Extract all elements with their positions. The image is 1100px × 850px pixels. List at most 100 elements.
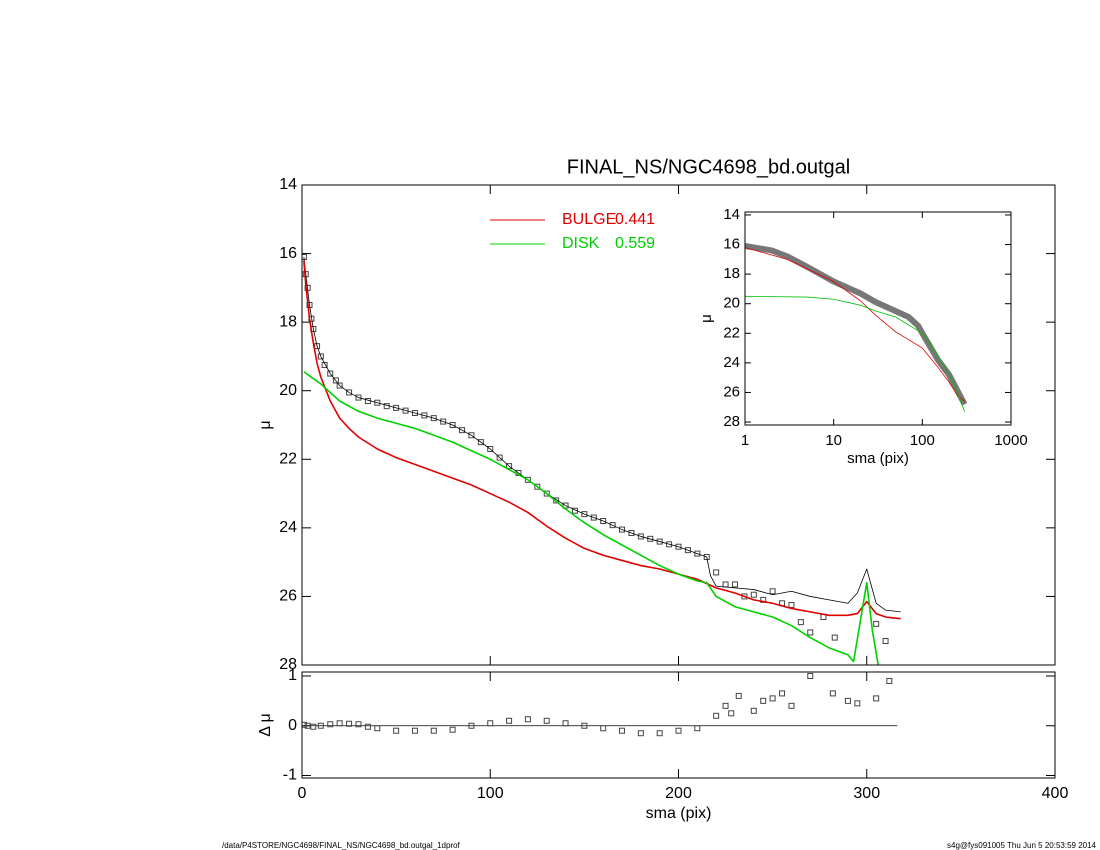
data-point	[656, 730, 663, 737]
data-point	[722, 581, 729, 588]
data-point	[656, 538, 663, 545]
y-tick-label: 20	[723, 295, 740, 312]
data-point	[393, 404, 400, 411]
data-point	[713, 569, 720, 576]
data-point	[581, 722, 588, 729]
data-point	[534, 483, 541, 490]
y-tick-label: 1	[288, 667, 297, 684]
plot-area	[745, 243, 968, 412]
data-point	[831, 634, 838, 641]
x-tick-label: 0	[298, 785, 307, 802]
y-tick-label: 0	[288, 717, 297, 734]
data-point	[506, 717, 513, 724]
data-point	[807, 672, 814, 679]
plot-area	[302, 254, 901, 665]
x-tick-label: 300	[853, 785, 880, 802]
series-line	[745, 247, 965, 402]
data-point	[524, 476, 531, 483]
data-point	[459, 427, 466, 434]
x-tick-label: 10	[825, 432, 842, 449]
data-point	[750, 591, 757, 598]
data-point	[346, 720, 353, 727]
data-point	[355, 721, 362, 728]
y-tick-label: 26	[279, 588, 297, 605]
data-point	[411, 727, 418, 734]
chart-title: FINAL_NS/NGC4698_bd.outgal	[567, 156, 851, 178]
y-tick-label: 16	[279, 245, 297, 262]
data-point	[694, 550, 701, 557]
data-point	[317, 722, 324, 729]
data-point	[600, 725, 607, 732]
data-point	[882, 638, 889, 644]
data-point	[647, 535, 654, 542]
plot-frame	[301, 184, 1056, 666]
plot-frame	[301, 671, 1056, 779]
footer-path: /data/P4STORE/NGC4698/FINAL_NS/NGC4698_b…	[222, 841, 461, 850]
data-point	[496, 454, 503, 461]
data-point	[440, 418, 447, 425]
data-point	[346, 389, 353, 396]
x-tick-label: 100	[910, 432, 935, 449]
y-axis-label: μ	[698, 314, 715, 323]
data-point	[302, 721, 307, 728]
data-point	[553, 497, 560, 504]
data-point	[873, 620, 880, 627]
data-point	[332, 377, 339, 384]
legend-fraction: 0.559	[615, 235, 655, 252]
y-axis-label: μ	[257, 420, 274, 429]
data-point	[873, 695, 880, 702]
data-point	[666, 541, 673, 548]
data-point	[364, 723, 371, 730]
data-point	[722, 702, 729, 709]
data-point	[393, 727, 400, 734]
data-point	[355, 394, 362, 401]
data-point	[600, 518, 607, 524]
y-tick-label: 22	[723, 324, 740, 341]
data-point	[477, 439, 484, 446]
data-point	[609, 522, 616, 529]
y-tick-label: 22	[279, 451, 297, 468]
legend-fraction: 0.441	[615, 211, 655, 228]
y-tick-label: 18	[279, 313, 297, 330]
data-point	[543, 490, 550, 497]
data-point	[524, 716, 531, 723]
data-point	[430, 415, 437, 422]
data-point	[487, 446, 494, 452]
y-axis-label: Δ μ	[257, 713, 274, 736]
data-point	[769, 588, 776, 595]
x-axis-label: sma (pix)	[646, 805, 712, 822]
data-point	[760, 697, 767, 704]
data-point	[829, 690, 836, 697]
data-point	[581, 511, 588, 518]
data-point	[304, 722, 311, 729]
data-point	[336, 382, 343, 389]
data-point	[327, 370, 334, 377]
y-tick-label: 28	[723, 413, 740, 430]
data-point	[844, 697, 851, 704]
x-axis-label: sma (pix)	[847, 450, 909, 467]
y-tick-label: 14	[279, 176, 297, 193]
data-point	[562, 720, 569, 727]
y-tick-label: 24	[279, 519, 297, 536]
data-point	[619, 526, 626, 533]
data-point	[619, 727, 626, 734]
series-line	[745, 295, 966, 412]
data-point	[735, 692, 742, 699]
series-line	[745, 243, 968, 406]
data-point	[788, 602, 795, 608]
y-tick-label: 18	[723, 265, 740, 282]
data-point	[807, 629, 814, 636]
data-point	[310, 723, 317, 730]
panel: 14 16 18 20 22 24 26 281 10 100 1000 μ sma (pix)	[698, 206, 1028, 467]
data-point	[788, 702, 795, 709]
data-point	[487, 720, 494, 727]
plot-area	[302, 672, 898, 737]
data-point	[590, 514, 597, 521]
data-point	[750, 707, 757, 714]
y-tick-label: 24	[723, 354, 740, 371]
data-point	[449, 422, 456, 428]
x-tick-label: 100	[477, 785, 504, 802]
data-point	[675, 727, 682, 734]
